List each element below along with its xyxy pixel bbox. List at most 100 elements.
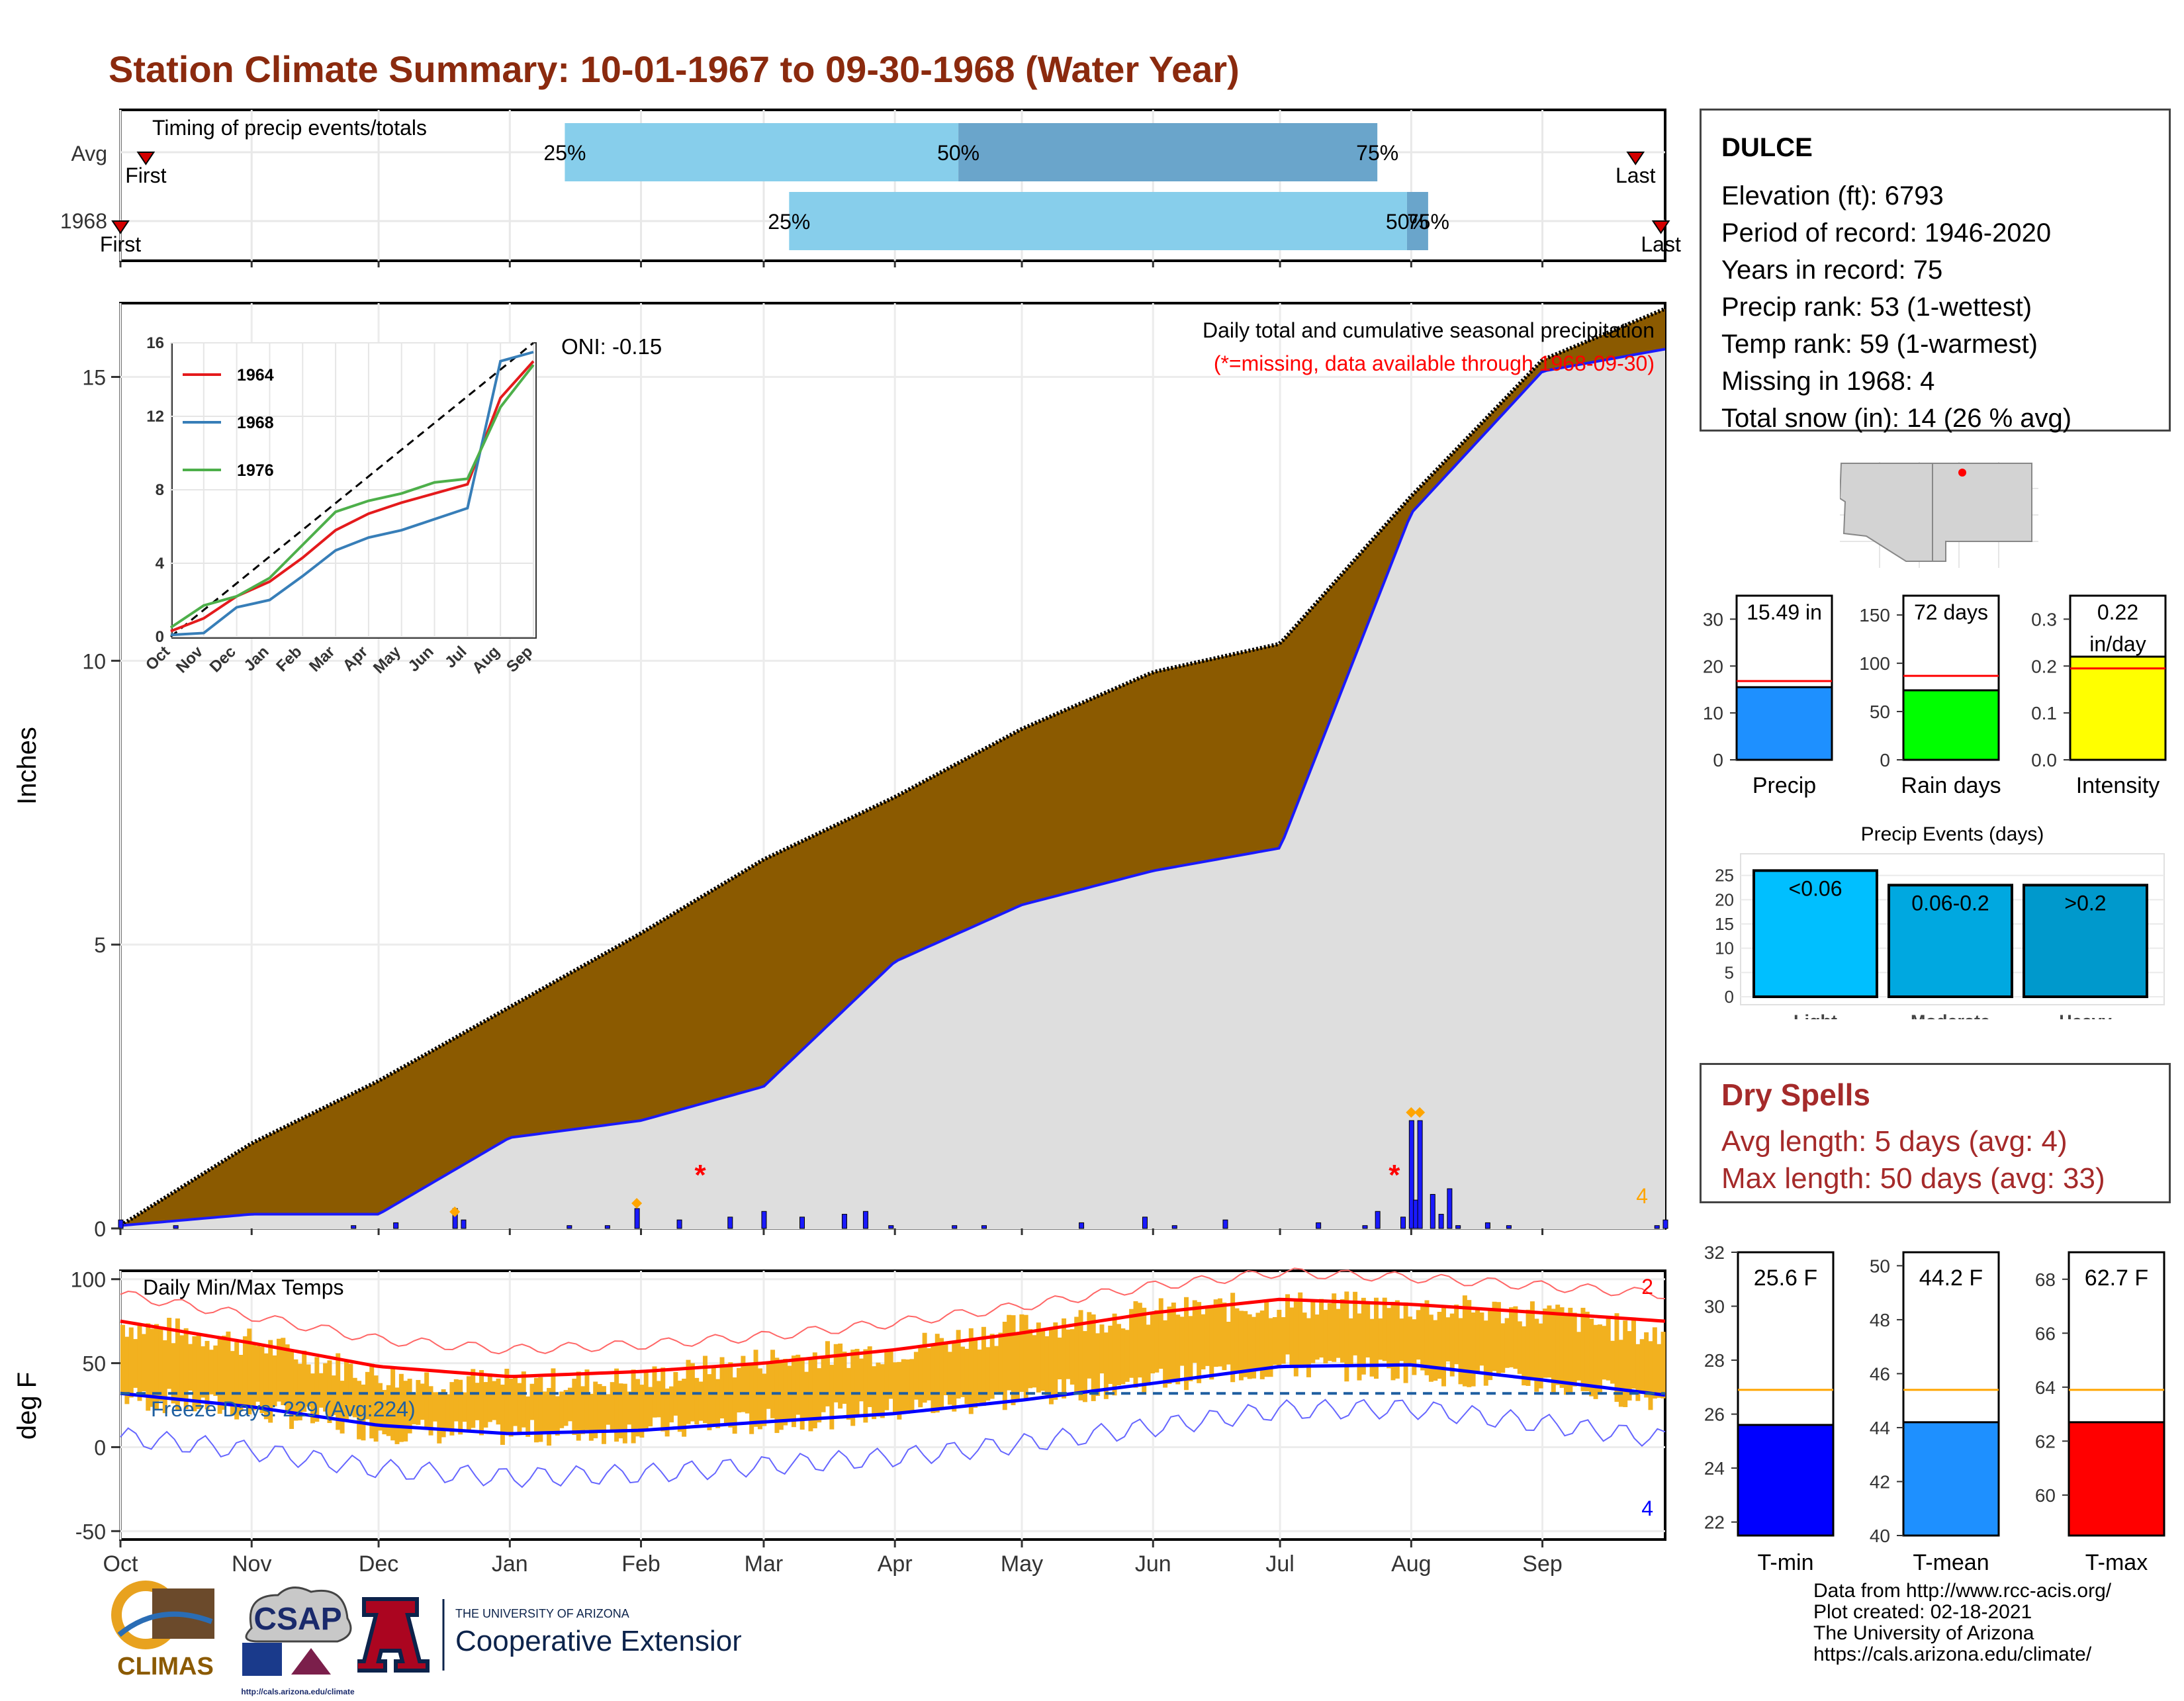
daily-temp-bar: [466, 1376, 471, 1433]
daily-temp-bar: [1555, 1305, 1561, 1385]
daily-temp-bar: [639, 1385, 645, 1438]
daily-temp-bar: [1416, 1310, 1421, 1360]
daily-temp-bar: [1082, 1331, 1087, 1402]
summary-bar-tick: 30: [1703, 609, 1723, 629]
precip-y-axis-label: Inches: [13, 727, 42, 805]
daily-temp-bar: [213, 1345, 218, 1397]
daily-temp-bar: [563, 1390, 569, 1426]
daily-temp-bar: [1332, 1293, 1337, 1362]
daily-temp-bar: [1226, 1321, 1231, 1365]
daily-temp-bar: [1576, 1332, 1582, 1381]
daily-temp-bar: [242, 1336, 248, 1406]
daily-temp-bar: [208, 1350, 214, 1395]
daily-temp-bar: [403, 1381, 408, 1442]
daily-temp-bar: [627, 1391, 632, 1425]
timing-row-1968-label: 1968: [60, 209, 107, 233]
daily-temp-bar: [618, 1383, 623, 1439]
daily-temp-bar: [150, 1328, 155, 1407]
last-event-marker: [1651, 220, 1670, 234]
events-y-tick: 25: [1715, 866, 1734, 886]
csap-logo: CSAP http://cals.arizona.edu/climate: [241, 1586, 355, 1696]
y-tick-label: 100: [71, 1268, 106, 1292]
daily-temp-bar: [1348, 1318, 1353, 1365]
daily-temp-bar: [1606, 1318, 1611, 1381]
daily-temp-bar: [331, 1375, 336, 1415]
daily-temp-bar: [483, 1382, 488, 1428]
summary-bar-label: Intensity: [2076, 773, 2160, 798]
summary-bar-label: Precip: [1752, 773, 1816, 798]
actual-cumulative-line: [120, 347, 1666, 1227]
temp-bar-tick: 48: [1870, 1310, 1890, 1330]
daily-temp-bar: [1657, 1344, 1662, 1398]
daily-temp-bar: [1091, 1314, 1096, 1401]
daily-temp-bar: [694, 1377, 700, 1425]
month-label: May: [1001, 1551, 1043, 1577]
daily-temp-bar: [1614, 1313, 1619, 1402]
daily-temp-bar: [1023, 1314, 1028, 1399]
daily-temp-bar: [272, 1355, 277, 1406]
record-marker: [1414, 1107, 1426, 1118]
precip-panel: * * 0 5 10 15 Inches ONI: -0.15 Daily total …: [13, 302, 1668, 1241]
temp-max-count: 2: [1641, 1275, 1653, 1299]
credit-line: The University of Arizona: [1813, 1622, 2034, 1644]
daily-temp-bar: [842, 1352, 847, 1404]
quartile-bar-lower: [789, 192, 1407, 250]
daily-temp-bar: [1424, 1300, 1430, 1375]
daily-temp-bar: [445, 1394, 451, 1430]
daily-temp-bar: [158, 1328, 163, 1401]
daily-temp-bar: [1387, 1308, 1392, 1369]
summary-bar-value: 15.49 in: [1747, 600, 1822, 624]
summary-bar-tick: 0.1: [2031, 703, 2057, 723]
daily-precip-bar: [952, 1225, 958, 1229]
daily-temp-bar: [1551, 1309, 1556, 1395]
daily-temp-bar: [981, 1326, 986, 1406]
daily-temp-bar: [939, 1338, 944, 1408]
daily-temp-bar: [973, 1338, 978, 1408]
timing-row-avg-label: Avg: [71, 142, 107, 165]
quartile-label: 25%: [543, 141, 586, 165]
daily-temp-bar: [1142, 1307, 1147, 1395]
precip-events-title: Precip Events (days): [1861, 823, 2044, 845]
daily-temp-bar: [1289, 1307, 1295, 1367]
station-name: DULCE: [1721, 133, 1813, 162]
daily-temp-bar: [888, 1349, 893, 1399]
daily-temp-bar: [1213, 1299, 1218, 1367]
record-min-line: [120, 1399, 1666, 1489]
daily-temp-bar: [1222, 1303, 1227, 1371]
daily-temp-bar: [1129, 1309, 1134, 1378]
summary-bar-tick: 10: [1703, 703, 1723, 723]
daily-temp-bar: [631, 1369, 636, 1444]
daily-temp-bar: [682, 1378, 687, 1437]
daily-temp-bar: [1281, 1317, 1286, 1364]
daily-precip-bar: [1400, 1217, 1406, 1229]
daily-temp-bar: [863, 1349, 868, 1423]
inset-y-tick-label: 8: [156, 481, 164, 499]
daily-temp-bar: [259, 1346, 265, 1414]
daily-temp-bar: [323, 1363, 328, 1412]
daily-temp-bar: [1433, 1320, 1438, 1381]
temp-bar-value: 25.6 F: [1754, 1265, 1817, 1291]
daily-temp-bar: [1517, 1321, 1522, 1374]
inset-series-line: [169, 364, 535, 629]
daily-temp-bar: [1044, 1336, 1050, 1396]
climas-logo-text: CLIMAS: [117, 1653, 214, 1680]
daily-temp-bar: [124, 1336, 130, 1404]
daily-temp-bar: [513, 1375, 518, 1426]
daily-temp-bar: [778, 1359, 784, 1430]
daily-temp-bar: [293, 1359, 298, 1421]
daily-temp-bar: [614, 1368, 619, 1442]
daily-temp-bar: [1234, 1308, 1240, 1373]
record-max-line: [120, 1267, 1666, 1355]
daily-temp-bar: [340, 1381, 345, 1434]
daily-temp-bar: [416, 1379, 421, 1425]
daily-temp-bar: [1264, 1299, 1269, 1377]
quartile-label: 25%: [768, 210, 810, 234]
temp-y-axis-label: deg F: [13, 1372, 42, 1440]
daily-temp-bar: [1259, 1310, 1265, 1379]
daily-temp-bar: [525, 1396, 531, 1437]
daily-precip-bar: [351, 1225, 357, 1229]
daily-temp-bar: [880, 1364, 885, 1418]
daily-temp-bar: [799, 1357, 805, 1430]
daily-temp-bar: [500, 1385, 505, 1446]
daily-temp-bar: [838, 1343, 843, 1409]
